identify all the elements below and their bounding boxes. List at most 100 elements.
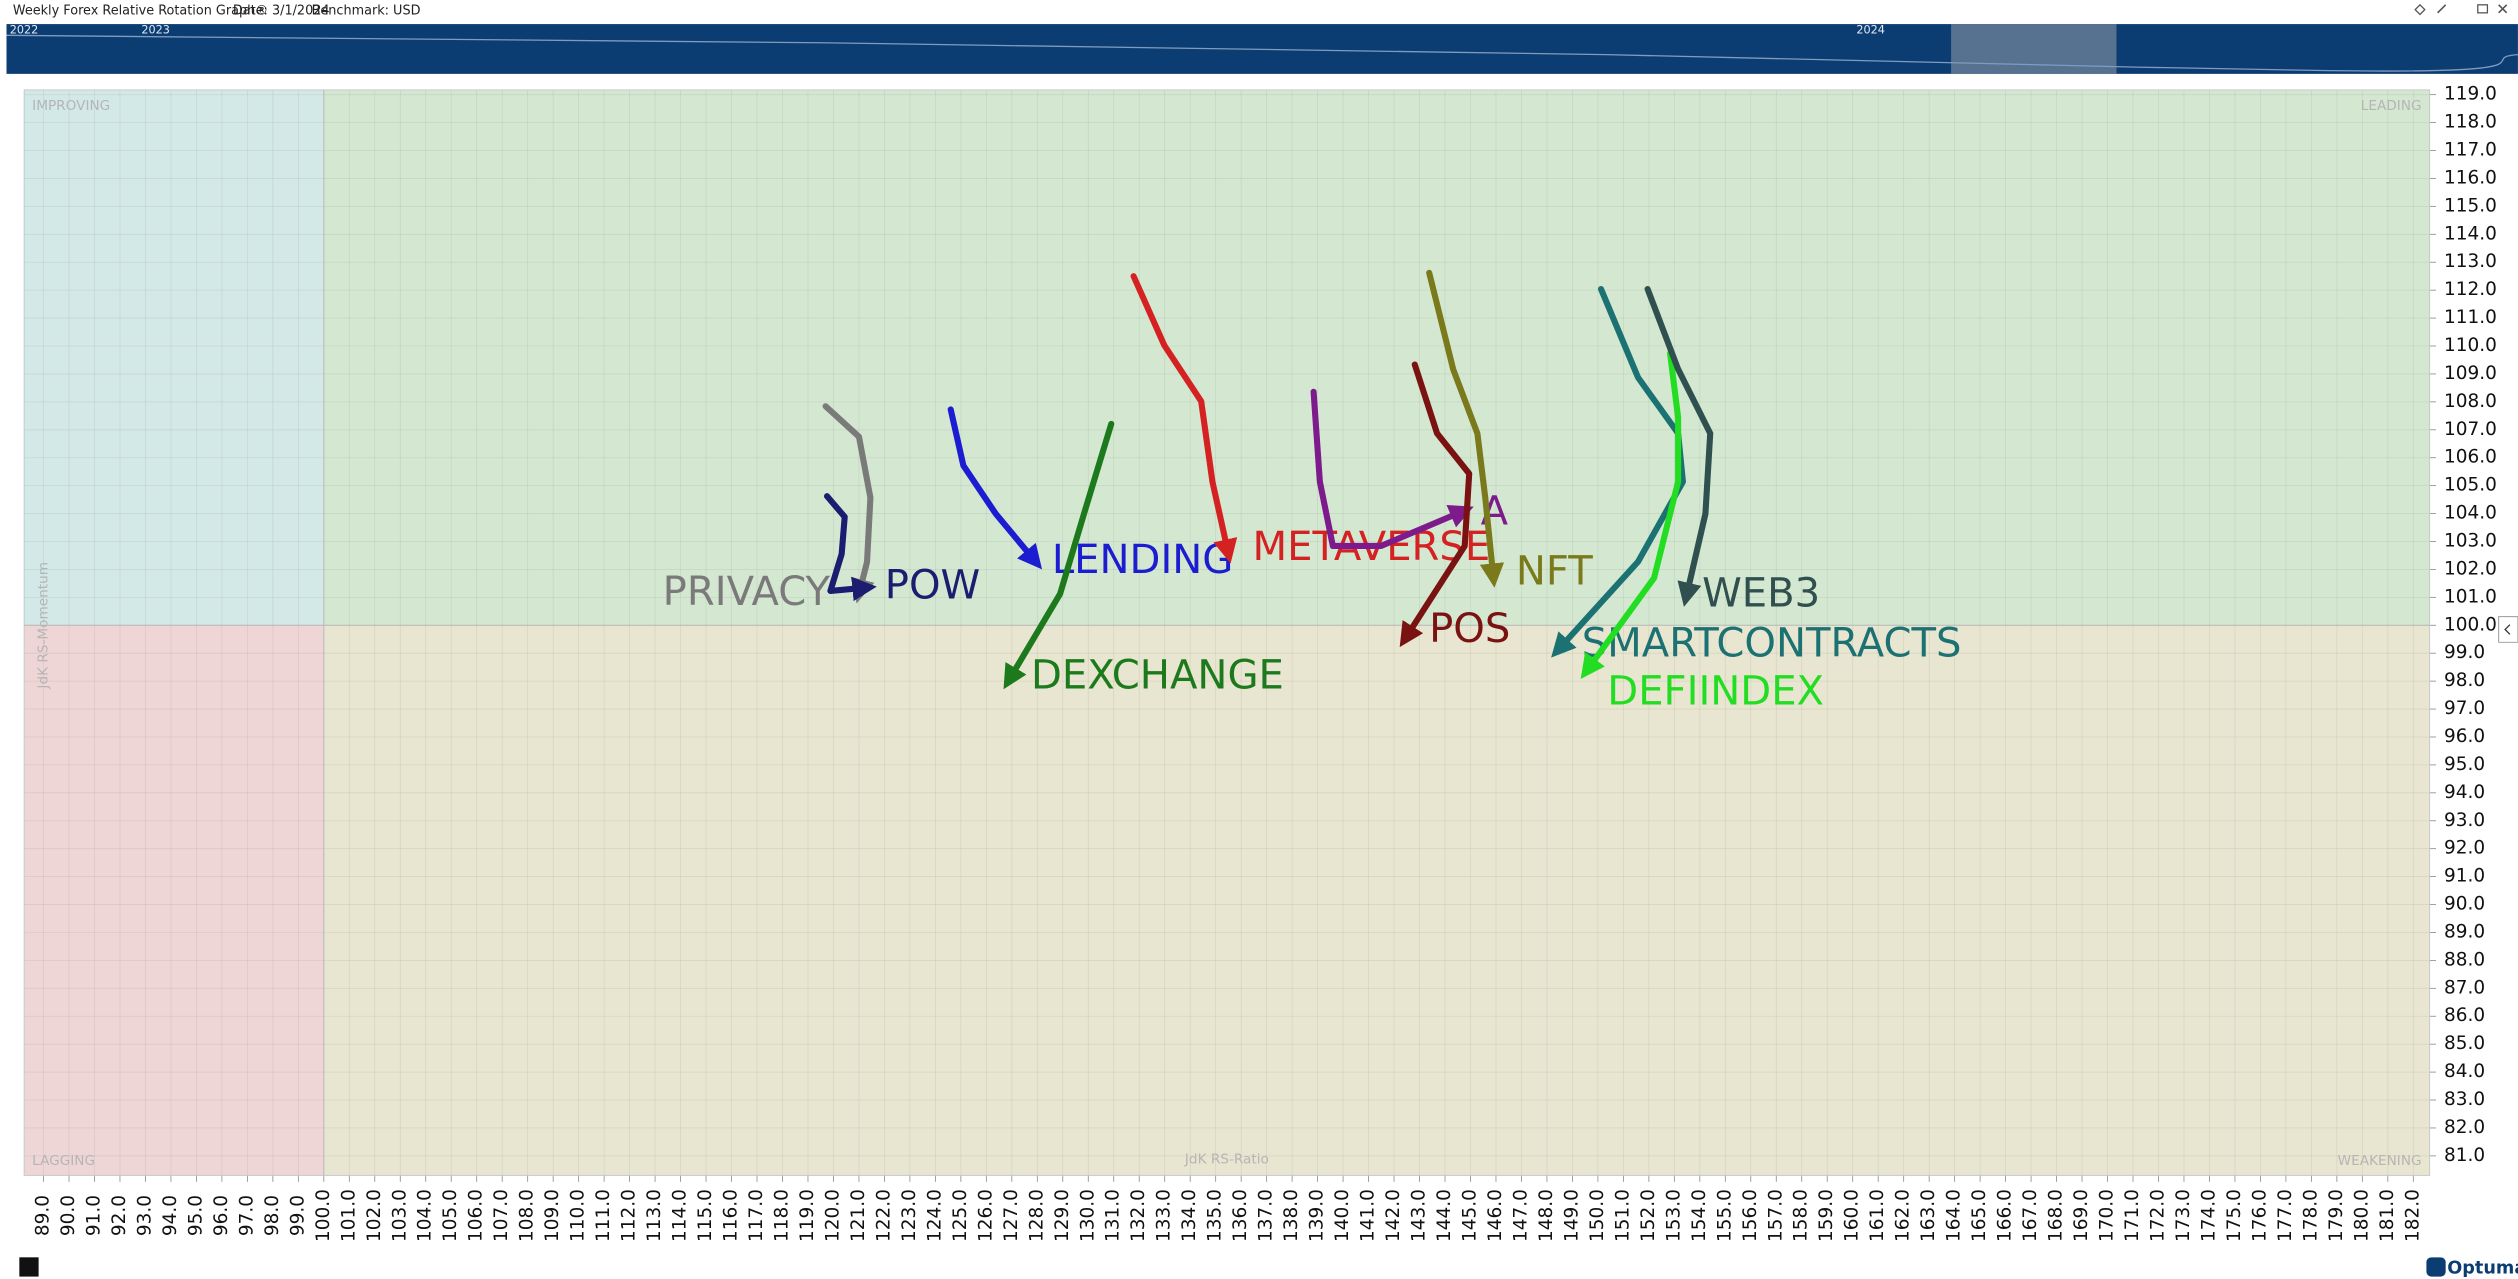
x-tick-label: 158.0 <box>1791 1189 1812 1242</box>
series-label: LENDING <box>1052 537 1234 583</box>
x-tick-label: 101.0 <box>338 1189 359 1242</box>
y-tick-label: 110.0 <box>2444 335 2497 356</box>
control-icon[interactable] <box>2414 3 2426 16</box>
x-tick-label: 111.0 <box>593 1189 614 1242</box>
x-tick-label: 156.0 <box>1740 1189 1761 1242</box>
x-tick-label: 171.0 <box>2122 1189 2143 1242</box>
x-tick-label: 153.0 <box>1663 1189 1684 1242</box>
x-tick-label: 138.0 <box>1281 1189 1302 1242</box>
y-tick-label: 112.0 <box>2444 279 2497 300</box>
y-tick-label: 105.0 <box>2444 475 2497 496</box>
x-tick-label: 128.0 <box>1026 1189 1047 1242</box>
series-label: POW <box>885 563 980 609</box>
window-controls[interactable] <box>2414 3 2508 16</box>
y-tick-label: 88.0 <box>2444 949 2485 970</box>
x-tick-label: 97.0 <box>236 1195 257 1236</box>
y-tick-label: 97.0 <box>2444 698 2485 719</box>
x-tick-label: 89.0 <box>33 1195 54 1236</box>
quadrant-label: IMPROVING <box>32 98 110 114</box>
series-label: DEXCHANGE <box>1031 653 1284 699</box>
y-tick-label: 95.0 <box>2444 754 2485 775</box>
y-tick-label: 98.0 <box>2444 670 2485 691</box>
x-tick-label: 102.0 <box>364 1189 385 1242</box>
y-tick-label: 91.0 <box>2444 866 2485 887</box>
x-tick-label: 176.0 <box>2249 1189 2270 1242</box>
x-tick-label: 169.0 <box>2071 1189 2092 1242</box>
quadrant-label: LAGGING <box>32 1153 95 1169</box>
y-tick-label: 111.0 <box>2444 307 2497 328</box>
x-tick-label: 104.0 <box>415 1189 436 1242</box>
x-tick-label: 148.0 <box>1536 1189 1557 1242</box>
timeline-label: 2023 <box>141 24 170 37</box>
y-tick-label: 107.0 <box>2444 419 2497 440</box>
x-tick-label: 162.0 <box>1893 1189 1914 1242</box>
x-tick-label: 135.0 <box>1205 1189 1226 1242</box>
x-tick-label: 91.0 <box>83 1195 104 1236</box>
x-tick-label: 137.0 <box>1256 1189 1277 1242</box>
logo: Optuma <box>2447 1259 2518 1279</box>
y-tick-label: 114.0 <box>2444 223 2497 244</box>
x-tick-label: 114.0 <box>670 1189 691 1242</box>
x-tick-label: 173.0 <box>2173 1189 2194 1242</box>
x-tick-label: 90.0 <box>58 1195 79 1236</box>
control-icon[interactable] <box>2437 4 2447 14</box>
x-tick-label: 163.0 <box>1918 1189 1939 1242</box>
x-tick-label: 142.0 <box>1383 1189 1404 1242</box>
control-icon[interactable] <box>2477 4 2489 14</box>
y-tick-label: 81.0 <box>2444 1145 2485 1166</box>
x-tick-label: 167.0 <box>2020 1189 2041 1242</box>
y-tick-label: 116.0 <box>2444 167 2497 188</box>
x-tick-label: 127.0 <box>1001 1189 1022 1242</box>
quadrant-improving <box>24 89 324 626</box>
menu-button[interactable] <box>19 1257 39 1277</box>
y-tick-label: 85.0 <box>2444 1033 2485 1054</box>
series-label: PRIVACY <box>663 569 831 615</box>
trail <box>1310 388 1474 550</box>
y-tick-label: 90.0 <box>2444 894 2485 915</box>
x-tick-label: 113.0 <box>644 1189 665 1242</box>
x-tick-label: 175.0 <box>2224 1189 2245 1242</box>
y-tick-label: 104.0 <box>2444 503 2497 524</box>
y-tick-label: 119.0 <box>2444 84 2497 105</box>
x-tick-label: 174.0 <box>2198 1189 2219 1242</box>
trail <box>1644 285 1714 607</box>
trail <box>823 493 877 602</box>
y-tick-label: 84.0 <box>2444 1061 2485 1082</box>
series-label: POS <box>1429 606 1510 652</box>
x-tick-label: 130.0 <box>1077 1189 1098 1242</box>
side-toggle-icon <box>2504 624 2511 635</box>
x-tick-label: 147.0 <box>1510 1189 1531 1242</box>
x-tick-label: 178.0 <box>2300 1189 2321 1242</box>
x-tick-label: 151.0 <box>1612 1189 1633 1242</box>
quadrant-label: WEAKENING <box>2338 1153 2422 1169</box>
x-tick-label: 116.0 <box>721 1189 742 1242</box>
benchmark: Benchmark: USD <box>312 4 421 19</box>
x-tick-label: 126.0 <box>975 1189 996 1242</box>
x-tick-label: 172.0 <box>2147 1189 2168 1242</box>
x-tick-label: 119.0 <box>797 1189 818 1242</box>
trail <box>1426 269 1505 588</box>
x-tick-label: 99.0 <box>287 1195 308 1236</box>
y-tick-label: 99.0 <box>2444 642 2485 663</box>
control-icon[interactable] <box>2498 4 2508 14</box>
y-tick-label: 96.0 <box>2444 726 2485 747</box>
trail <box>947 406 1043 570</box>
x-tick-label: 115.0 <box>695 1189 716 1242</box>
x-tick-label: 141.0 <box>1358 1189 1379 1242</box>
side-toggle[interactable] <box>2498 616 2518 643</box>
x-tick-label: 180.0 <box>2351 1189 2372 1242</box>
x-tick-label: 93.0 <box>134 1195 155 1236</box>
x-tick-label: 170.0 <box>2097 1189 2118 1242</box>
x-tick-label: 117.0 <box>746 1189 767 1242</box>
y-tick-label: 117.0 <box>2444 140 2497 161</box>
x-tick-label: 131.0 <box>1103 1189 1124 1242</box>
x-tick-label: 132.0 <box>1128 1189 1149 1242</box>
x-tick-label: 140.0 <box>1332 1189 1353 1242</box>
x-tick-label: 118.0 <box>771 1189 792 1242</box>
x-tick-label: 182.0 <box>2402 1189 2423 1242</box>
x-tick-label: 143.0 <box>1409 1189 1430 1242</box>
plot: 89.0 90.0 91.0 92.0 93.0 94.0 95.0 96.0 97.0 98.0… <box>23 84 2497 1242</box>
x-tick-label: 161.0 <box>1867 1189 1888 1242</box>
x-tick-label: 124.0 <box>924 1189 945 1242</box>
